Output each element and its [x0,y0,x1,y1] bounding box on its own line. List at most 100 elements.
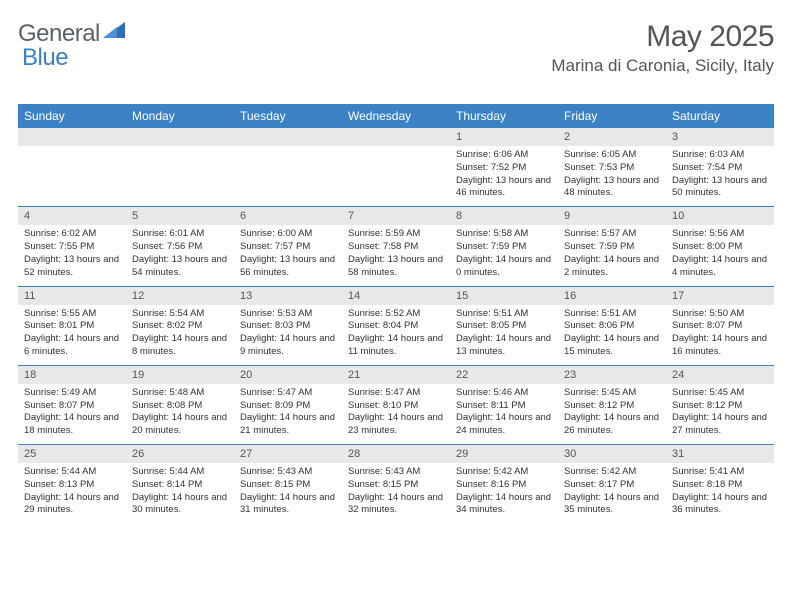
sunset-text: Sunset: 8:03 PM [240,320,336,333]
sunrise-text: Sunrise: 5:42 AM [564,466,660,479]
sunrise-text: Sunrise: 5:55 AM [24,308,120,321]
sunrise-text: Sunrise: 5:43 AM [240,466,336,479]
day-number [342,128,450,146]
sunset-text: Sunset: 8:12 PM [672,400,768,413]
daylight-text: Daylight: 14 hours and 20 minutes. [132,412,228,438]
daylight-text: Daylight: 14 hours and 27 minutes. [672,412,768,438]
sunset-text: Sunset: 7:56 PM [132,241,228,254]
daylight-text: Daylight: 14 hours and 11 minutes. [348,333,444,359]
week-row: 25262728293031Sunrise: 5:44 AMSunset: 8:… [18,444,774,523]
day-number: 1 [450,128,558,146]
day-cell: Sunrise: 6:02 AMSunset: 7:55 PMDaylight:… [18,225,126,285]
sunrise-text: Sunrise: 6:03 AM [672,149,768,162]
sunset-text: Sunset: 7:53 PM [564,162,660,175]
day-header-row: Sunday Monday Tuesday Wednesday Thursday… [18,104,774,128]
day-cell: Sunrise: 5:45 AMSunset: 8:12 PMDaylight:… [666,384,774,444]
day-number: 14 [342,287,450,305]
sunset-text: Sunset: 8:05 PM [456,320,552,333]
day-number: 12 [126,287,234,305]
daylight-text: Daylight: 13 hours and 50 minutes. [672,175,768,201]
sunrise-text: Sunrise: 5:44 AM [24,466,120,479]
day-number: 22 [450,366,558,384]
day-cell: Sunrise: 5:45 AMSunset: 8:12 PMDaylight:… [558,384,666,444]
day-cell: Sunrise: 6:01 AMSunset: 7:56 PMDaylight:… [126,225,234,285]
sunset-text: Sunset: 8:15 PM [240,479,336,492]
daylight-text: Daylight: 13 hours and 48 minutes. [564,175,660,201]
daylight-text: Daylight: 13 hours and 52 minutes. [24,254,120,280]
sunrise-text: Sunrise: 5:44 AM [132,466,228,479]
sunset-text: Sunset: 8:11 PM [456,400,552,413]
sunrise-text: Sunrise: 5:48 AM [132,387,228,400]
day-number: 10 [666,207,774,225]
day-cell: Sunrise: 5:57 AMSunset: 7:59 PMDaylight:… [558,225,666,285]
day-cell: Sunrise: 5:55 AMSunset: 8:01 PMDaylight:… [18,305,126,365]
week-row: 11121314151617Sunrise: 5:55 AMSunset: 8:… [18,286,774,365]
day-detail-row: Sunrise: 5:49 AMSunset: 8:07 PMDaylight:… [18,384,774,444]
day-cell: Sunrise: 5:46 AMSunset: 8:11 PMDaylight:… [450,384,558,444]
sunrise-text: Sunrise: 5:49 AM [24,387,120,400]
daylight-text: Daylight: 14 hours and 18 minutes. [24,412,120,438]
sunrise-text: Sunrise: 6:01 AM [132,228,228,241]
day-cell: Sunrise: 5:47 AMSunset: 8:09 PMDaylight:… [234,384,342,444]
title-block: May 2025 Marina di Caronia, Sicily, Ital… [551,20,774,76]
daylight-text: Daylight: 13 hours and 46 minutes. [456,175,552,201]
week-row: 18192021222324Sunrise: 5:49 AMSunset: 8:… [18,365,774,444]
day-cell: Sunrise: 6:03 AMSunset: 7:54 PMDaylight:… [666,146,774,206]
day-number-row: 45678910 [18,206,774,225]
day-cell: Sunrise: 5:41 AMSunset: 8:18 PMDaylight:… [666,463,774,523]
sunrise-text: Sunrise: 6:02 AM [24,228,120,241]
sunrise-text: Sunrise: 5:51 AM [456,308,552,321]
day-number: 28 [342,445,450,463]
daylight-text: Daylight: 14 hours and 8 minutes. [132,333,228,359]
sunrise-text: Sunrise: 5:47 AM [240,387,336,400]
sunrise-text: Sunrise: 5:46 AM [456,387,552,400]
day-number: 31 [666,445,774,463]
day-number: 23 [558,366,666,384]
daylight-text: Daylight: 14 hours and 34 minutes. [456,492,552,518]
day-cell [126,146,234,206]
day-number: 13 [234,287,342,305]
day-number-row: 123 [18,128,774,146]
sunset-text: Sunset: 7:52 PM [456,162,552,175]
day-cell: Sunrise: 5:53 AMSunset: 8:03 PMDaylight:… [234,305,342,365]
logo-text-2: Blue [22,44,68,72]
day-number: 27 [234,445,342,463]
daylight-text: Daylight: 14 hours and 4 minutes. [672,254,768,280]
location-text: Marina di Caronia, Sicily, Italy [551,56,774,76]
calendar-grid: Sunday Monday Tuesday Wednesday Thursday… [18,104,774,523]
day-cell: Sunrise: 5:56 AMSunset: 8:00 PMDaylight:… [666,225,774,285]
day-detail-row: Sunrise: 6:06 AMSunset: 7:52 PMDaylight:… [18,146,774,206]
day-number: 29 [450,445,558,463]
sunset-text: Sunset: 7:57 PM [240,241,336,254]
sunrise-text: Sunrise: 5:45 AM [672,387,768,400]
day-cell: Sunrise: 5:50 AMSunset: 8:07 PMDaylight:… [666,305,774,365]
sunrise-text: Sunrise: 5:41 AM [672,466,768,479]
daylight-text: Daylight: 14 hours and 30 minutes. [132,492,228,518]
daylight-text: Daylight: 14 hours and 29 minutes. [24,492,120,518]
day-cell: Sunrise: 5:43 AMSunset: 8:15 PMDaylight:… [342,463,450,523]
sunset-text: Sunset: 7:55 PM [24,241,120,254]
daylight-text: Daylight: 14 hours and 16 minutes. [672,333,768,359]
sunrise-text: Sunrise: 5:45 AM [564,387,660,400]
day-detail-row: Sunrise: 5:44 AMSunset: 8:13 PMDaylight:… [18,463,774,523]
sunset-text: Sunset: 8:13 PM [24,479,120,492]
day-number: 5 [126,207,234,225]
sunrise-text: Sunrise: 6:00 AM [240,228,336,241]
daylight-text: Daylight: 14 hours and 2 minutes. [564,254,660,280]
sunset-text: Sunset: 8:00 PM [672,241,768,254]
day-cell: Sunrise: 5:51 AMSunset: 8:06 PMDaylight:… [558,305,666,365]
sunset-text: Sunset: 8:10 PM [348,400,444,413]
logo-triangle-icon [103,22,125,40]
day-number: 9 [558,207,666,225]
day-cell [18,146,126,206]
sunset-text: Sunset: 7:58 PM [348,241,444,254]
daylight-text: Daylight: 13 hours and 56 minutes. [240,254,336,280]
day-number: 20 [234,366,342,384]
daylight-text: Daylight: 14 hours and 23 minutes. [348,412,444,438]
daylight-text: Daylight: 14 hours and 31 minutes. [240,492,336,518]
day-number: 18 [18,366,126,384]
daylight-text: Daylight: 14 hours and 6 minutes. [24,333,120,359]
daylight-text: Daylight: 14 hours and 35 minutes. [564,492,660,518]
daylight-text: Daylight: 13 hours and 58 minutes. [348,254,444,280]
sunset-text: Sunset: 8:14 PM [132,479,228,492]
